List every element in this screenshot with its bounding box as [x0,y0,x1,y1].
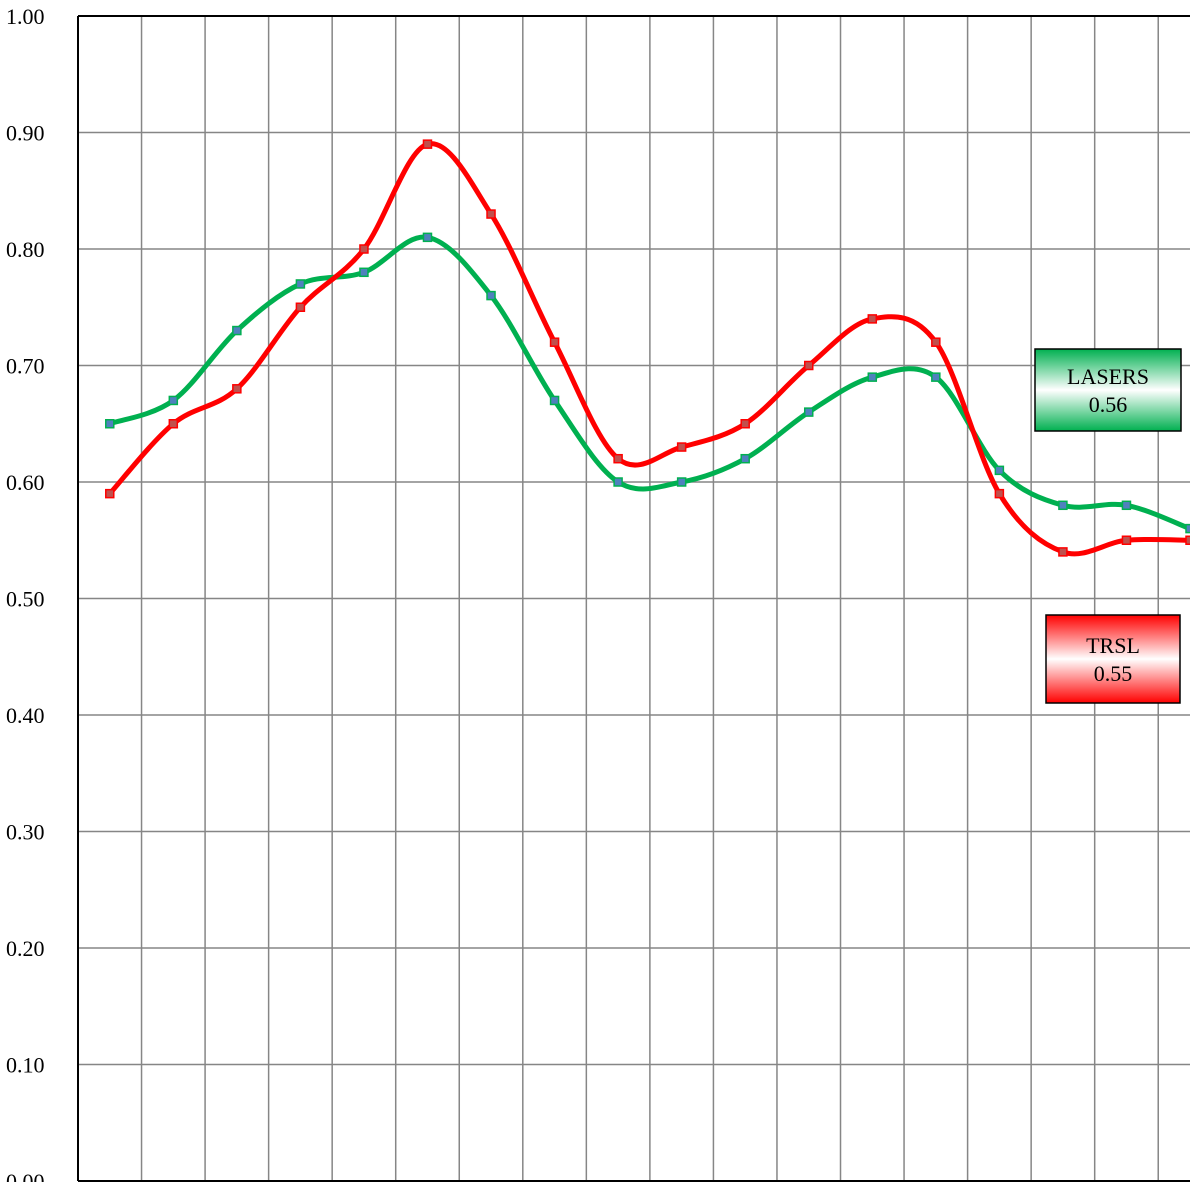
data-point-lasers [1058,500,1068,511]
y-tick-label: 0.90 [6,121,45,146]
data-point-lasers [359,267,369,278]
data-point-lasers [232,325,242,336]
y-tick-label: 0.20 [6,936,45,961]
data-point-lasers [867,372,878,382]
series-end-labels: LASERS 0.56 TRSL 0.55 [1034,348,1182,704]
data-point-lasers [931,372,941,382]
end-label-name-lasers: LASERS [1067,364,1149,389]
data-point-trsl [1058,547,1068,557]
data-point-trsl [676,442,687,452]
end-label-box-lasers [1034,348,1182,432]
data-point-lasers [613,477,623,487]
data-point-lasers [486,290,496,301]
data-point-trsl [613,453,623,464]
data-point-lasers [1121,500,1132,511]
data-point-lasers [994,465,1005,476]
y-tick-label: 0.00 [6,1169,45,1182]
y-tick-label: 0.10 [6,1053,45,1078]
data-point-lasers [803,407,814,417]
y-tick-label: 0.40 [6,703,45,728]
data-point-lasers [168,395,179,406]
data-point-trsl [168,419,179,429]
end-label-value-trsl: 0.55 [1094,661,1133,686]
series [105,139,1190,557]
data-point-lasers [676,477,687,487]
data-point-lasers [105,419,115,429]
data-point-lasers [740,453,750,464]
y-tick-label: 0.70 [6,354,45,379]
data-point-trsl [867,314,878,324]
end-label-value-lasers: 0.56 [1089,392,1128,417]
data-point-trsl [994,488,1005,499]
y-tick-label: 0.30 [6,820,45,845]
data-point-trsl [232,384,242,394]
data-point-trsl [422,139,433,149]
y-tick-label: 0.60 [6,470,45,495]
end-label-name-trsl: TRSL [1086,633,1140,658]
data-point-trsl [295,302,306,312]
data-point-trsl [1185,535,1190,545]
data-point-trsl [931,337,941,347]
y-tick-label: 0.50 [6,587,45,612]
data-point-trsl [549,337,560,347]
data-point-lasers [422,232,433,243]
data-point-trsl [359,244,369,254]
grid [78,16,1190,1181]
data-point-trsl [740,419,750,429]
data-point-trsl [803,360,814,371]
data-point-lasers [1185,523,1190,534]
y-tick-label: 0.80 [6,237,45,262]
data-point-trsl [105,488,115,499]
axes: 0.00 0.10 0.20 0.30 0.40 0.50 0.60 0.70 0.80 0.90… [6,4,1190,1182]
data-point-lasers [295,279,306,289]
end-label-box-trsl [1045,614,1181,704]
data-point-trsl [1121,535,1132,545]
data-point-trsl [486,209,496,219]
y-tick-label: 1.00 [6,4,45,29]
data-point-lasers [549,395,560,406]
